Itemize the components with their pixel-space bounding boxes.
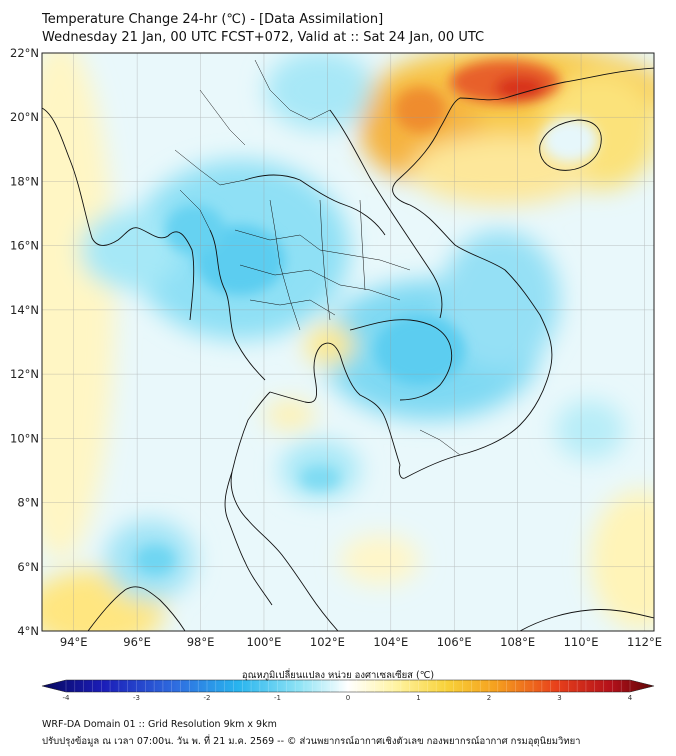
map-frame: [41, 52, 655, 632]
colorbar-tick-label: 2: [487, 694, 491, 702]
map-gridlines: [42, 53, 654, 631]
colorbar-tick-label: -1: [274, 694, 281, 702]
lon-label: 102°E: [310, 635, 345, 649]
country-borders: [42, 59, 654, 631]
footer-resolution: WRF-DA Domain 01 :: Grid Resolution 9km …: [42, 719, 277, 730]
colorbar-tick-label: -4: [63, 694, 71, 702]
lon-label: 96°E: [123, 635, 151, 649]
lon-label: 100°E: [246, 635, 281, 649]
lat-label: 6°N: [17, 560, 39, 574]
lon-label: 112°E: [627, 635, 662, 649]
map-title: Temperature Change 24-hr (℃) - [Data Ass…: [42, 12, 384, 27]
lon-label: 98°E: [187, 635, 215, 649]
colorbar-tick-label: -3: [133, 694, 140, 702]
temperature-field: [42, 53, 654, 631]
longitude-labels: 94°E 96°E 98°E 100°E 102°E 104°E 106°E 108°E 110…: [60, 635, 662, 649]
lat-label: 18°N: [10, 174, 39, 188]
lat-label: 16°N: [10, 239, 39, 253]
lon-label: 110°E: [564, 635, 599, 649]
lon-label: 108°E: [500, 635, 535, 649]
colorbar-tick-label: 1: [416, 694, 420, 702]
lat-label: 14°N: [10, 303, 39, 317]
lat-label: 10°N: [10, 431, 39, 445]
colorbar-title: อุณหภูมิเปลี่ยนแปลง หน่วย องศาเซลเซียส (…: [241, 670, 435, 681]
lat-label: 8°N: [17, 496, 39, 510]
lat-label: 4°N: [17, 624, 39, 638]
colorbar-ticks: -4 -3 -2 -1 0 1 2 3 4: [63, 680, 633, 702]
map-subtitle: Wednesday 21 Jan, 00 UTC FCST+072, Valid…: [42, 30, 485, 45]
lon-label: 94°E: [60, 635, 88, 649]
colorbar-tick-label: -2: [204, 694, 211, 702]
colorbar: -4 -3 -2 -1 0 1 2 3 4: [41, 679, 655, 702]
colorbar-gradient: [41, 679, 655, 693]
lat-label: 12°N: [10, 367, 39, 381]
lat-label: 22°N: [10, 46, 39, 60]
colorbar-tick-label: 4: [628, 694, 633, 702]
latitude-labels: 22°N 20°N 18°N 16°N 14°N 12°N 10°N 8°N 6°N 4°N: [10, 46, 39, 638]
colorbar-tick-label: 3: [557, 694, 561, 702]
colorbar-tick-label: 0: [346, 694, 350, 702]
footer-credit: ปรับปรุงข้อมูล ณ เวลา 07:00น. วัน พ. ที่…: [42, 736, 581, 747]
lon-label: 104°E: [373, 635, 408, 649]
lon-label: 106°E: [437, 635, 472, 649]
lat-label: 20°N: [10, 110, 39, 124]
